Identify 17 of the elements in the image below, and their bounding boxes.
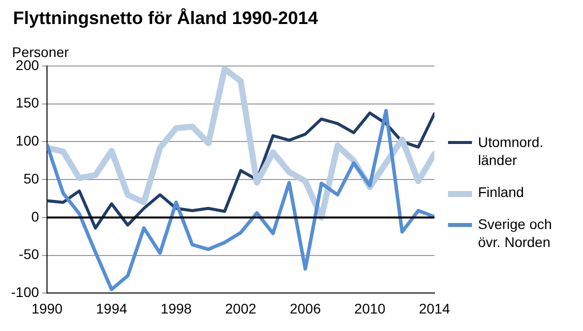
x-tick-label: 2010 bbox=[354, 300, 386, 316]
x-tick-label: 1998 bbox=[160, 300, 192, 316]
y-tick-label: 50 bbox=[23, 170, 40, 186]
x-tick-label: 2002 bbox=[225, 300, 257, 316]
legend-label: Finland bbox=[478, 183, 525, 201]
y-tick-label: 100 bbox=[16, 132, 40, 149]
x-tick-label: 1994 bbox=[96, 300, 128, 316]
y-tick-label: -50 bbox=[18, 246, 40, 262]
y-tick-label: 0 bbox=[31, 208, 40, 224]
chart-title: Flyttningsnetto för Åland 1990-2014 bbox=[13, 8, 318, 29]
x-tick-label: 2006 bbox=[290, 300, 322, 316]
legend-label: Utomnord. länder bbox=[478, 133, 544, 169]
y-tick-label: 150 bbox=[16, 94, 40, 111]
legend-label: Sverige och övr. Norden bbox=[478, 215, 553, 251]
x-tick-label: 2014 bbox=[418, 300, 450, 316]
y-tick-label: -100 bbox=[10, 284, 40, 300]
x-tick-label: 1990 bbox=[31, 300, 63, 316]
